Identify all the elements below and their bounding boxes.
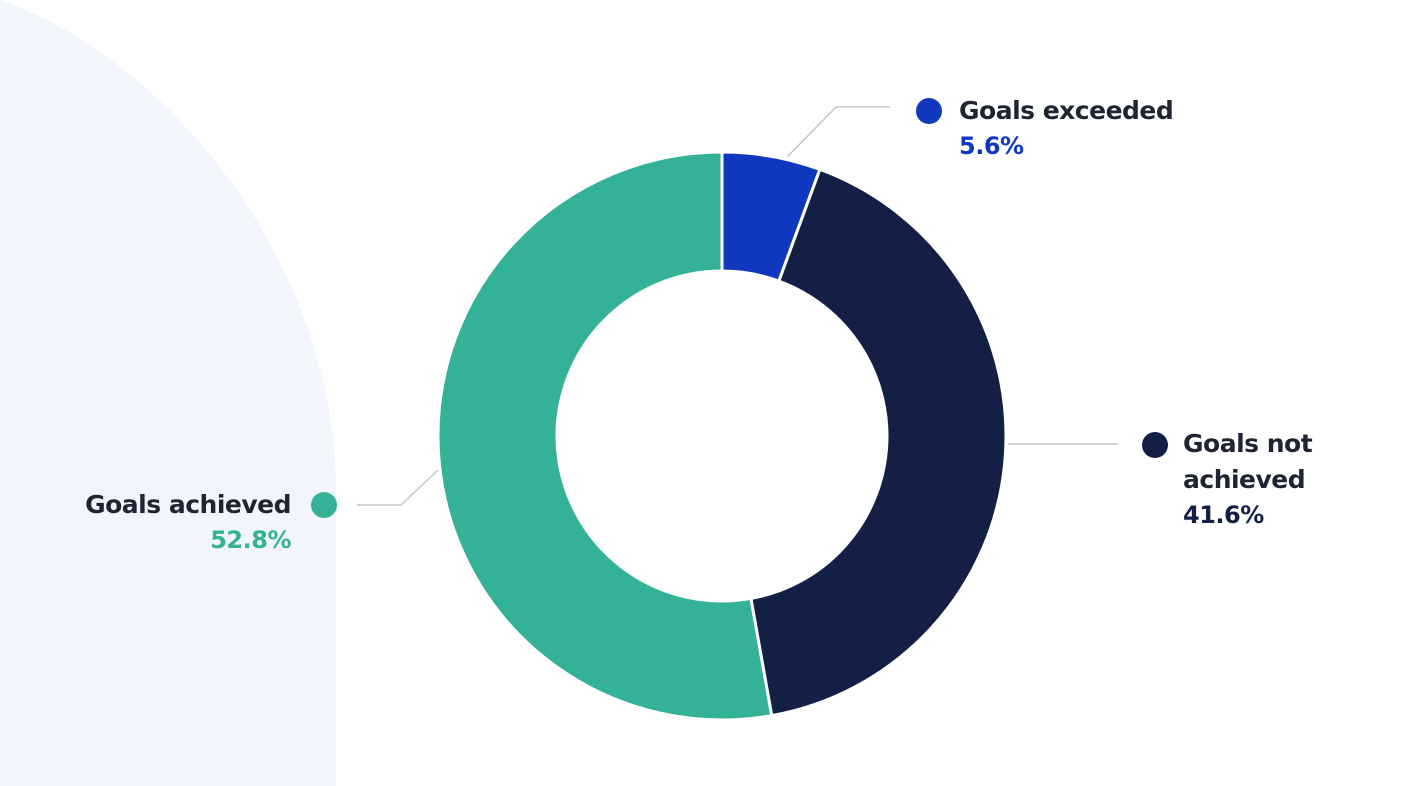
slice-label-goals-achieved: Goals achieved 52.8% — [85, 487, 291, 557]
slice-value-goals-exceeded: 5.6% — [959, 132, 1024, 160]
slice-name-goals-exceeded: Goals exceeded — [959, 96, 1174, 125]
slice-label-goals-exceeded: Goals exceeded 5.6% — [959, 93, 1174, 163]
slice-label-goals-not-achieved: Goals not achieved 41.6% — [1183, 426, 1313, 532]
slice-name-goals-not-achieved-line2: achieved — [1183, 465, 1306, 494]
slice-goals-achieved — [436, 150, 774, 722]
legend-dot-goals-exceeded — [916, 98, 942, 124]
slice-name-goals-not-achieved-line1: Goals not — [1183, 429, 1313, 458]
background-arc — [0, 0, 336, 786]
leader-lines — [357, 106, 1118, 506]
slice-value-goals-not-achieved: 41.6% — [1183, 501, 1264, 529]
slice-goals-not-achieved — [749, 167, 1008, 718]
slice-name-goals-achieved: Goals achieved — [85, 490, 291, 519]
leader-line-goals-achieved — [357, 469, 439, 506]
slice-value-goals-achieved: 52.8% — [210, 526, 291, 554]
legend-dot-goals-achieved — [311, 492, 337, 518]
donut-slices — [436, 150, 1008, 722]
legend-dot-goals-not-achieved — [1142, 432, 1168, 458]
leader-line-goals-exceeded — [786, 106, 890, 158]
